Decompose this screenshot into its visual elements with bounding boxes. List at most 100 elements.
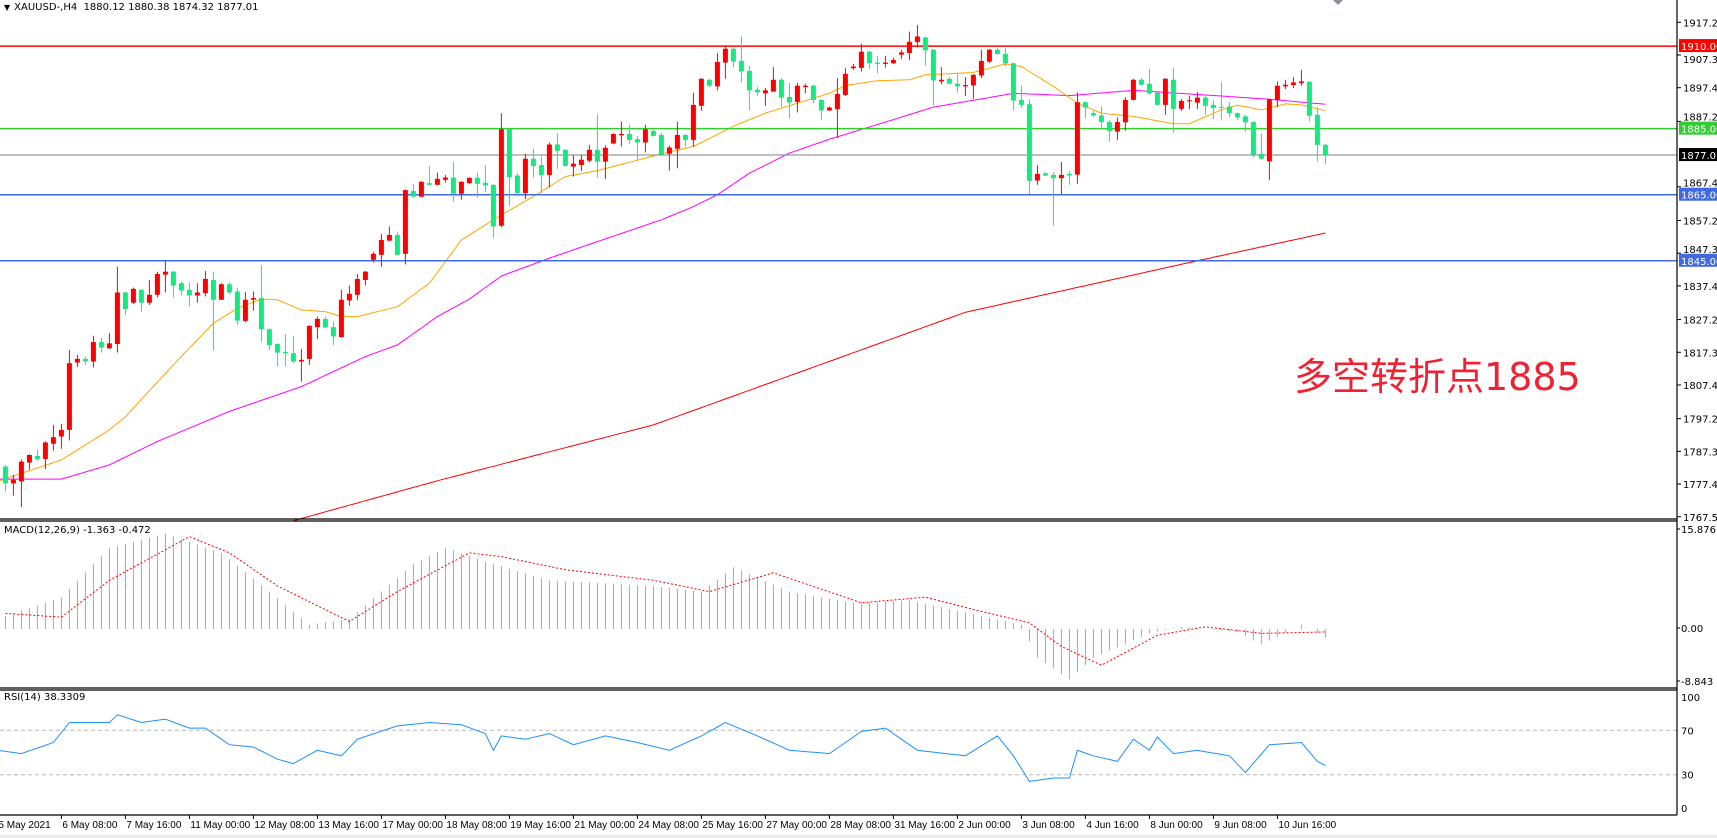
- time-axis-label: 28 May 08:00: [830, 820, 891, 831]
- candle-bull: [1114, 122, 1120, 132]
- triangle-down-icon[interactable]: ▼: [4, 3, 11, 12]
- chart-shift-marker-icon: [1333, 0, 1343, 5]
- candle-bull: [722, 48, 728, 63]
- level-tag: 1845.00: [1681, 257, 1717, 268]
- candle-bull: [418, 181, 424, 197]
- candle-bear: [738, 60, 744, 72]
- time-axis-label: 4 Jun 16:00: [1086, 820, 1139, 831]
- rsi-axis-label: 100: [1681, 693, 1700, 704]
- candle-bull: [194, 292, 200, 296]
- price-axis-label: 1817.30: [1683, 348, 1717, 359]
- candle-bear: [490, 184, 496, 227]
- candle-bear: [1314, 114, 1320, 145]
- candle-bull: [1290, 82, 1296, 86]
- candle-bull: [42, 442, 48, 459]
- candle-bear: [1202, 97, 1208, 106]
- candle-bear: [1098, 115, 1104, 123]
- candle-bear: [1018, 99, 1024, 105]
- macd-signal-line: [5, 536, 1326, 666]
- candle-bear: [330, 327, 336, 337]
- candle-bear: [634, 139, 640, 143]
- candle-bull: [74, 358, 80, 363]
- candle-bull: [1266, 99, 1272, 162]
- candle-bear: [930, 49, 936, 81]
- time-axis-label: 31 May 16:00: [894, 820, 955, 831]
- candle-bull: [578, 159, 584, 165]
- candle-bear: [1306, 81, 1312, 116]
- price-axis-label: 1867.40: [1683, 179, 1717, 190]
- rsi-title: RSI(14) 38.3309: [4, 692, 86, 703]
- candle-bear: [82, 358, 88, 362]
- candle-bull: [522, 158, 528, 194]
- time-axis-label: 27 May 00:00: [766, 820, 827, 831]
- candle-bull: [314, 318, 320, 328]
- candle-bear: [234, 291, 240, 321]
- time-axis-label: 21 May 00:00: [574, 820, 635, 831]
- candle-bear: [650, 130, 656, 136]
- candle-bear: [34, 455, 40, 460]
- candle-bull: [1162, 78, 1168, 105]
- symbol-timeframe: XAUUSD-,H4: [14, 2, 78, 13]
- chart-header: ▼ XAUUSD-,H4 1880.12 1880.38 1874.32 1877…: [4, 2, 259, 13]
- candle-bear: [514, 175, 520, 194]
- candle-bull: [698, 78, 704, 106]
- candle-bull: [146, 294, 152, 303]
- candle-bear: [274, 344, 280, 353]
- candle-bear: [1154, 92, 1160, 105]
- candle-bear: [682, 134, 688, 140]
- price-axis-label: 1827.20: [1683, 316, 1717, 327]
- price-axis-label: 1897.40: [1683, 84, 1717, 95]
- macd-axis-label: 0.00: [1681, 624, 1703, 635]
- candle-bear: [706, 79, 712, 86]
- candle-bull: [370, 253, 376, 260]
- price-axis-label: 1837.40: [1683, 282, 1717, 293]
- candle-bear: [594, 149, 600, 162]
- candle-bear: [258, 298, 264, 330]
- ma-mid-line: [0, 89, 1326, 480]
- ohlc-readout: 1880.12 1880.38 1874.32 1877.01: [83, 2, 259, 13]
- macd-axis-label: -8.843: [1681, 677, 1713, 688]
- candle-bear: [322, 318, 328, 328]
- candle-bull: [858, 51, 864, 68]
- candle-bear: [138, 289, 144, 303]
- candle-bull: [402, 190, 408, 254]
- candle-bull: [882, 62, 888, 64]
- level-tag-bg: [1679, 253, 1717, 267]
- candle-bull: [802, 85, 808, 88]
- candle-bull: [978, 60, 984, 76]
- time-axis-label: 19 May 16:00: [510, 820, 571, 831]
- price-axis-label: 1797.20: [1683, 415, 1717, 426]
- candle-bear: [122, 292, 128, 310]
- candle-bear: [1226, 106, 1232, 114]
- candle-bear: [210, 279, 216, 300]
- time-axis-label: 3 Jun 08:00: [1022, 820, 1075, 831]
- candle-bull: [58, 429, 64, 437]
- candle-bear: [178, 283, 184, 291]
- candle-bull: [18, 461, 24, 482]
- candle-bear: [394, 235, 400, 255]
- level-tag: 1885.00: [1681, 125, 1717, 136]
- candle-bull: [674, 134, 680, 149]
- candle-bull: [714, 61, 720, 87]
- candle-bull: [842, 73, 848, 95]
- candle-bull: [1074, 102, 1080, 175]
- candle-bear: [874, 62, 880, 64]
- candle-bear: [1026, 104, 1032, 181]
- candle-bull: [346, 293, 352, 301]
- candle-bull: [1122, 99, 1128, 123]
- time-axis-label: 6 May 08:00: [62, 820, 117, 831]
- candle-bear: [482, 182, 488, 186]
- candle-bull: [794, 85, 800, 102]
- candle-bull: [914, 36, 920, 43]
- candle-bear: [1258, 153, 1264, 159]
- time-axis-label: 24 May 08:00: [638, 820, 699, 831]
- candle-bear: [474, 177, 480, 184]
- candle-bull: [970, 74, 976, 86]
- candle-bear: [562, 149, 568, 166]
- candle-bull: [962, 85, 968, 87]
- candle-bear: [1170, 79, 1176, 109]
- candle-bear: [778, 79, 784, 98]
- time-axis-label: 9 Jun 08:00: [1214, 820, 1267, 831]
